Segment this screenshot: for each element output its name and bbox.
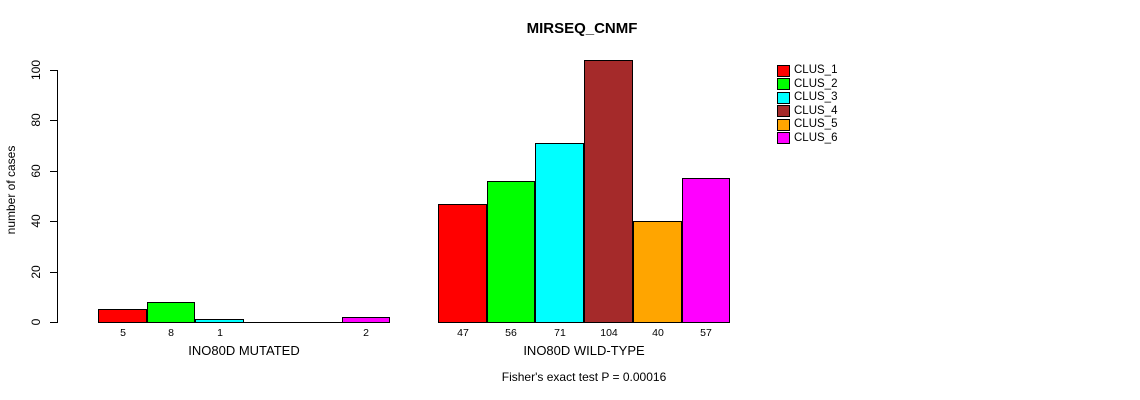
y-tick-mark (50, 120, 57, 121)
y-tick-mark (50, 70, 57, 71)
bar-clus_2-group1 (147, 302, 195, 323)
legend-swatch-icon (777, 78, 790, 91)
legend: CLUS_1 CLUS_2 CLUS_3 CLUS_4 CLUS_5 CLUS_6 (777, 64, 837, 145)
legend-row-clus_5: CLUS_5 (777, 118, 837, 132)
bar-clus_2-group2 (487, 181, 535, 323)
legend-swatch-icon (777, 91, 790, 104)
legend-swatch-icon (777, 118, 790, 131)
bar-clus_1-group1 (98, 309, 147, 323)
fisher-test-caption: Fisher's exact test P = 0.00016 (501, 370, 667, 384)
legend-row-clus_4: CLUS_4 (777, 105, 837, 119)
bar-clus_3-group1 (195, 319, 244, 323)
legend-swatch-icon (777, 105, 790, 118)
y-tick-mark (50, 171, 57, 172)
bar-value-label: 56 (505, 327, 517, 339)
bar-value-label: 104 (600, 327, 618, 339)
bar-value-label: 47 (457, 327, 469, 339)
y-tick-label: 80 (29, 113, 43, 127)
legend-label: CLUS_1 (794, 64, 838, 76)
y-tick-label: 60 (29, 164, 43, 178)
legend-label: CLUS_4 (794, 104, 838, 117)
y-tick-mark (50, 322, 57, 323)
y-tick-label: 0 (29, 318, 43, 326)
bar-clus_6-group1 (342, 317, 390, 323)
bar-value-label: 1 (217, 327, 223, 339)
legend-row-clus_1: CLUS_1 (777, 64, 837, 78)
y-tick-label: 40 (29, 214, 43, 228)
bar-value-label: 71 (554, 327, 566, 339)
bar-value-label: 40 (652, 327, 664, 339)
y-axis-line (57, 70, 58, 323)
legend-label: CLUS_3 (794, 91, 838, 103)
legend-swatch-icon (777, 132, 790, 145)
legend-label: CLUS_5 (794, 118, 838, 130)
bar-value-label: 8 (168, 327, 174, 339)
x-group-label-mutated: INO80D MUTATED (188, 343, 300, 358)
bar-value-label: 5 (120, 327, 126, 339)
bar-clus_3-group2 (535, 143, 584, 323)
legend-row-clus_2: CLUS_2 (777, 78, 837, 92)
y-axis-title: number of cases (4, 145, 18, 235)
y-tick-label: 20 (29, 265, 43, 279)
group-baseline (98, 322, 390, 323)
y-tick-mark (50, 221, 57, 222)
bar-clus_5-group2 (633, 221, 682, 323)
y-tick-label: 100 (29, 59, 43, 81)
bar-clus_6-group2 (682, 178, 730, 323)
bar-clus_4-group2 (584, 60, 633, 323)
chart-title: MIRSEQ_CNMF (526, 20, 638, 37)
legend-row-clus_6: CLUS_6 (777, 132, 837, 146)
bar-value-label: 2 (363, 327, 369, 339)
y-tick-mark (50, 272, 57, 273)
bar-value-label: 57 (700, 327, 712, 339)
legend-row-clus_3: CLUS_3 (777, 91, 837, 105)
x-group-label-wildtype: INO80D WILD-TYPE (523, 343, 645, 358)
legend-label: CLUS_6 (794, 131, 838, 144)
legend-swatch-icon (777, 64, 790, 77)
bar-clus_1-group2 (438, 204, 487, 323)
legend-label: CLUS_2 (794, 77, 838, 90)
